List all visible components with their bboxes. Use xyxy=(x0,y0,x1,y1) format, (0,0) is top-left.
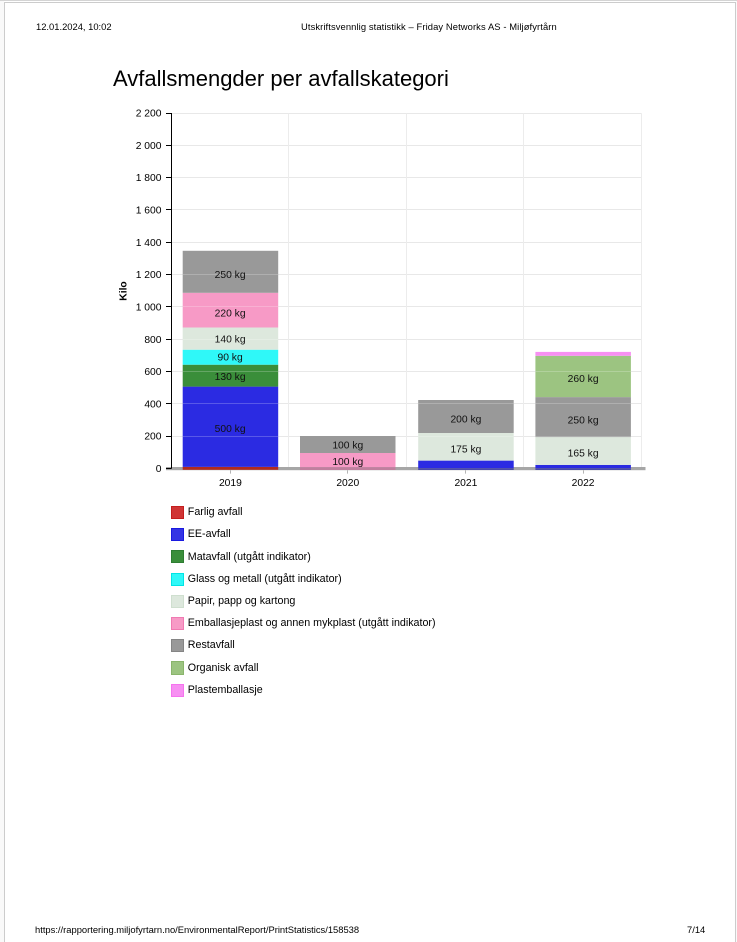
svg-text:2019: 2019 xyxy=(219,478,242,489)
svg-text:1 400: 1 400 xyxy=(136,238,162,249)
svg-text:2 200: 2 200 xyxy=(136,109,162,120)
svg-text:100 kg: 100 kg xyxy=(332,457,363,468)
svg-text:2 000: 2 000 xyxy=(136,141,162,152)
svg-text:250 kg: 250 kg xyxy=(215,270,246,281)
svg-text:220 kg: 220 kg xyxy=(215,309,246,320)
svg-text:140 kg: 140 kg xyxy=(215,335,246,346)
svg-text:Kilo: Kilo xyxy=(119,281,130,300)
svg-text:100 kg: 100 kg xyxy=(332,440,363,451)
svg-text:90 kg: 90 kg xyxy=(217,352,242,363)
svg-text:250 kg: 250 kg xyxy=(568,415,599,426)
svg-text:0: 0 xyxy=(156,464,162,475)
svg-text:200 kg: 200 kg xyxy=(450,415,481,426)
svg-text:1 000: 1 000 xyxy=(136,303,162,314)
svg-text:130 kg: 130 kg xyxy=(215,372,246,383)
svg-text:1 800: 1 800 xyxy=(136,173,162,184)
svg-text:260 kg: 260 kg xyxy=(568,374,599,385)
svg-text:165 kg: 165 kg xyxy=(568,448,599,459)
svg-text:1 600: 1 600 xyxy=(136,206,162,217)
svg-text:800: 800 xyxy=(144,335,161,346)
svg-text:2020: 2020 xyxy=(336,478,359,489)
svg-text:500 kg: 500 kg xyxy=(215,424,246,435)
svg-text:2021: 2021 xyxy=(454,478,477,489)
svg-text:600: 600 xyxy=(144,367,161,378)
svg-text:2022: 2022 xyxy=(572,478,595,489)
svg-text:200: 200 xyxy=(144,432,161,443)
svg-text:400: 400 xyxy=(144,399,161,410)
svg-text:1 200: 1 200 xyxy=(136,270,162,281)
svg-text:175 kg: 175 kg xyxy=(450,445,481,456)
